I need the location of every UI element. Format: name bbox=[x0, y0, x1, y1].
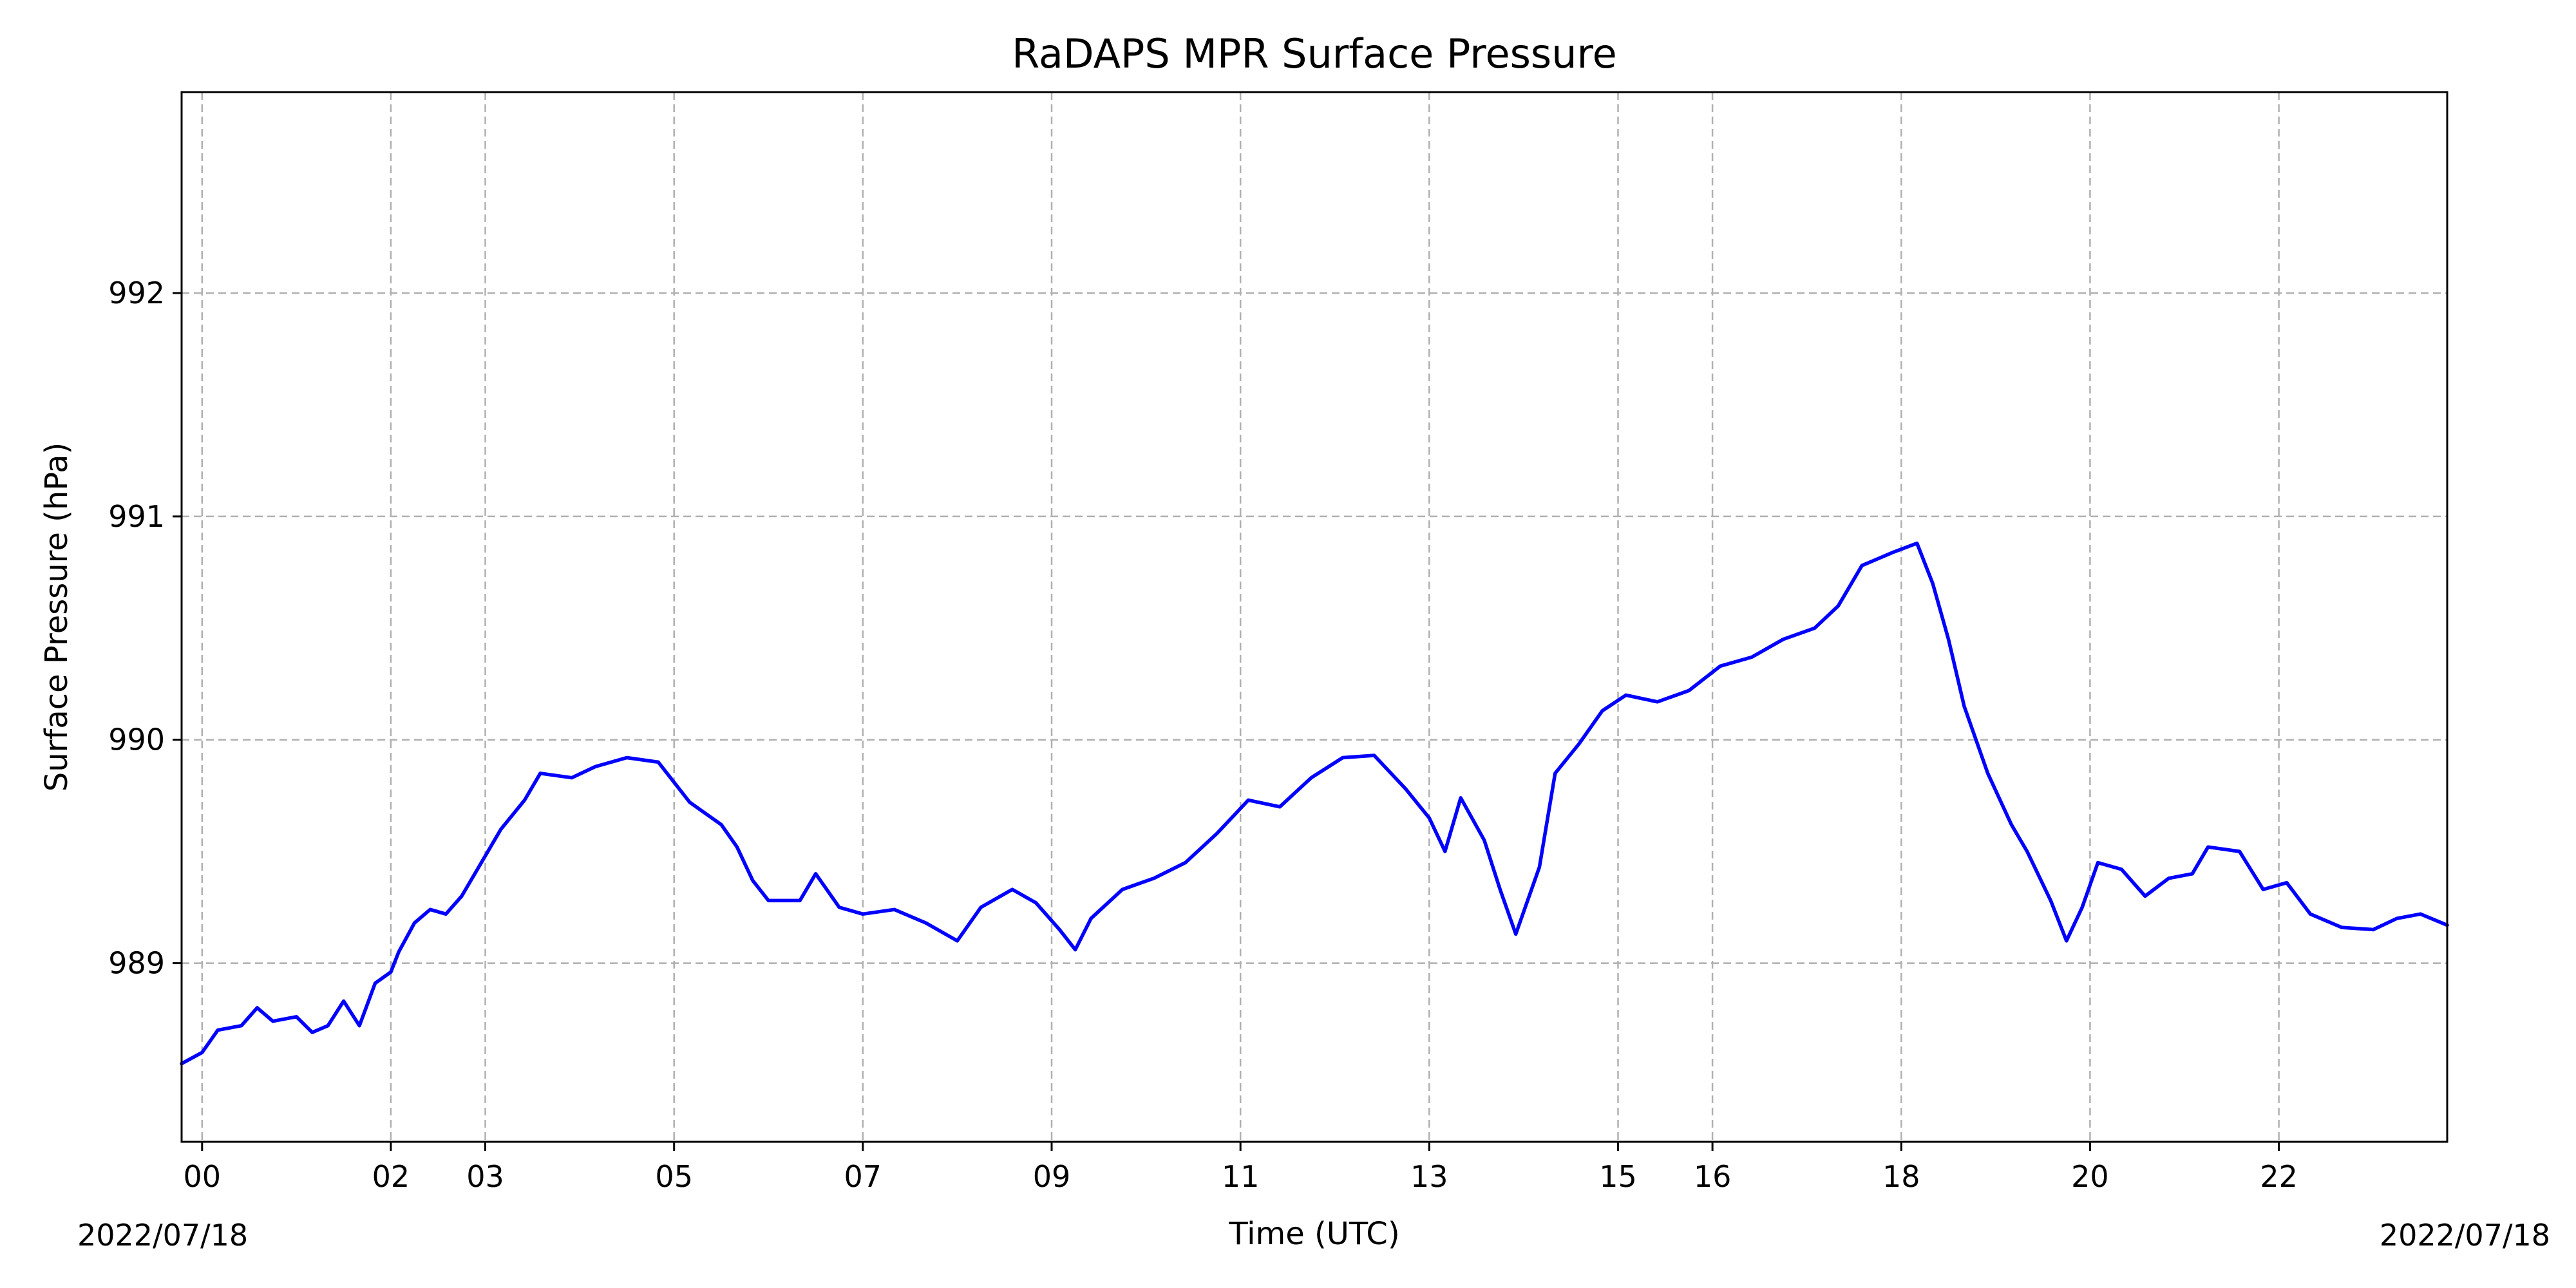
plot-frame bbox=[180, 91, 2448, 1143]
y-tick-label: 991 bbox=[108, 499, 165, 534]
x-tick-label: 09 bbox=[1033, 1159, 1071, 1194]
grid-layer bbox=[182, 92, 2447, 1142]
x-tick-label: 03 bbox=[466, 1159, 504, 1194]
y-axis-title: Surface Pressure (hPa) bbox=[39, 442, 75, 791]
x-tick-label: 20 bbox=[2071, 1159, 2109, 1194]
series-layer bbox=[180, 541, 2449, 1066]
y-tick-label: 992 bbox=[108, 276, 165, 310]
x-tick-label: 07 bbox=[844, 1159, 882, 1194]
x-axis-title: Time (UTC) bbox=[1228, 1216, 1399, 1252]
x-tick-label: 15 bbox=[1599, 1159, 1637, 1194]
x-start-date-label: 2022/07/18 bbox=[77, 1218, 248, 1253]
y-tick-label: 989 bbox=[108, 946, 165, 981]
y-tick-label: 990 bbox=[108, 723, 165, 757]
tick-layer: 00 02 03 05 07 09 11 13 15 16 18 20 22 989 990 991 992 bbox=[108, 276, 2298, 1194]
x-tick-label: 13 bbox=[1410, 1159, 1448, 1194]
x-end-date-label: 2022/07/18 bbox=[2380, 1218, 2550, 1253]
surface-pressure-series-line bbox=[180, 541, 2449, 1066]
x-tick-label: 05 bbox=[655, 1159, 693, 1194]
x-tick-label: 16 bbox=[1694, 1159, 1732, 1194]
x-tick-label: 22 bbox=[2260, 1159, 2298, 1194]
x-tick-label: 02 bbox=[372, 1159, 410, 1194]
chart-title: RaDAPS MPR Surface Pressure bbox=[1012, 30, 1617, 77]
x-tick-label: 00 bbox=[184, 1159, 222, 1194]
x-tick-label: 18 bbox=[1882, 1159, 1920, 1194]
x-tick-label: 11 bbox=[1222, 1159, 1260, 1194]
